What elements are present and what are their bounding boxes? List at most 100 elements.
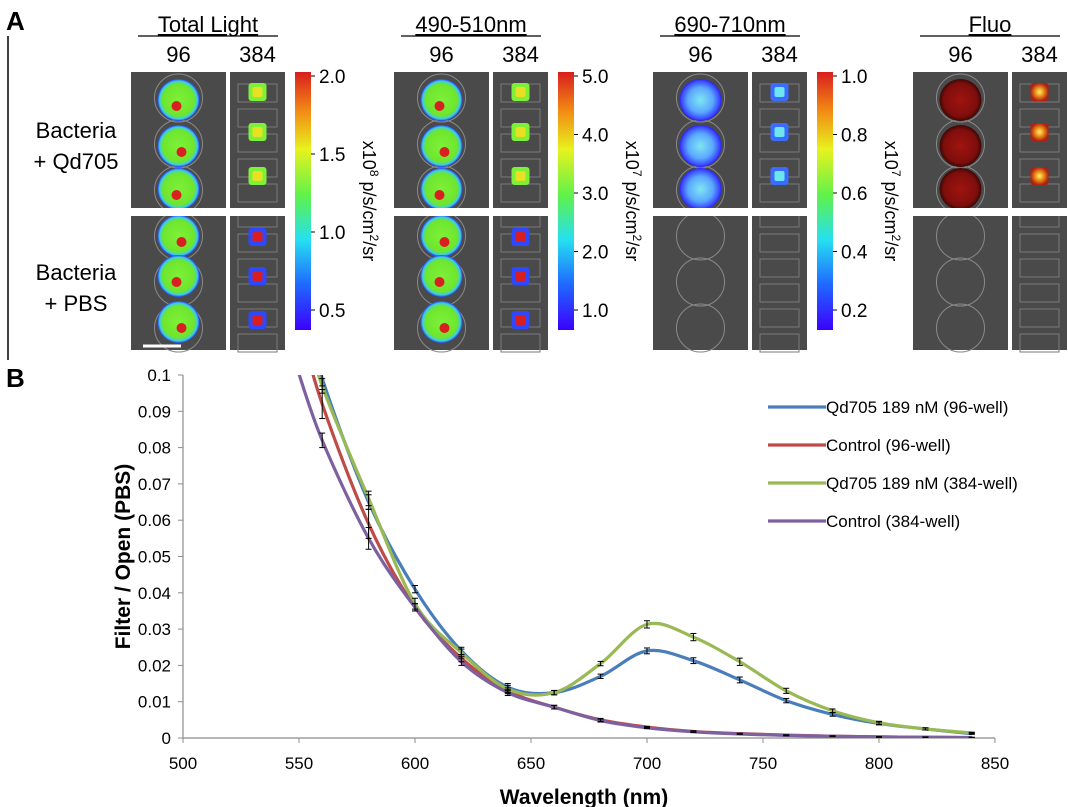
x-tick-label: 700 <box>633 754 661 773</box>
color-scale-tick-label: 1.5 <box>319 145 345 166</box>
error-bar <box>644 620 650 629</box>
error-bar <box>736 733 743 735</box>
signal-hotspot <box>171 190 182 200</box>
y-tick-label: 0.03 <box>138 620 171 639</box>
y-tick-label: 0 <box>162 729 171 748</box>
image-group-3: Fluo 96 384 <box>913 12 1067 353</box>
color-scale-tick-label: 1.0 <box>582 301 608 322</box>
color-scale-tick-label: 0.8 <box>841 126 867 147</box>
color-scale-unit: x108 p/s/cm2/sr <box>359 141 381 261</box>
color-scale-tick-label: 1.0 <box>841 67 867 88</box>
y-tick-label: 0.1 <box>147 366 171 385</box>
error-bar <box>968 736 975 738</box>
signal-hotspot <box>515 271 526 281</box>
well-outline <box>417 73 466 123</box>
signal-well-96 <box>157 125 200 167</box>
error-bar <box>829 708 836 714</box>
error-bar <box>783 687 790 694</box>
signal-hotspot <box>515 232 526 242</box>
x-tick-label: 500 <box>169 754 197 773</box>
error-bar <box>458 657 465 666</box>
well-outline <box>676 257 725 307</box>
plate-label-96: 96 <box>429 42 453 67</box>
error-bar <box>412 585 418 594</box>
error-bar <box>783 734 790 737</box>
error-bar <box>597 660 604 667</box>
signal-well-384 <box>1030 167 1049 185</box>
color-scale-tick-label: 2.0 <box>582 243 608 264</box>
y-axis-title: Filter / Open (PBS) <box>112 464 135 650</box>
panel-b-chart: B 0 0.01 0.02 0.03 0.04 0.05 0.06 0.07 0.08 0.09 0.… <box>6 363 1018 807</box>
group-title: 690-710nm <box>674 12 785 37</box>
y-tick-label: 0.04 <box>138 584 171 603</box>
error-bar <box>365 526 372 550</box>
series-line-3 <box>297 375 972 738</box>
error-bar <box>968 731 975 735</box>
signal-hotspot <box>439 323 450 333</box>
legend-item: Qd705 189 nM (96-well) <box>768 398 1008 417</box>
signal-hotspot <box>434 101 445 111</box>
color-scale-bar <box>558 72 574 330</box>
color-scale-tick-label: 0.5 <box>319 301 345 322</box>
signal-well-96 <box>679 168 722 210</box>
legend-item: Control (96-well) <box>768 436 951 455</box>
well-outline <box>500 333 541 353</box>
legend-item: Control (384-well) <box>768 512 960 531</box>
signal-well-96 <box>939 125 982 167</box>
signal-hotspot <box>774 171 785 181</box>
color-scale-tick-label: 0.4 <box>841 243 868 264</box>
error-bar <box>644 726 650 730</box>
image-group-0: Total Light 96 384 2.0 1.5 1.0 0.5 x108 p/s/cm2… <box>131 12 381 353</box>
error-bar <box>876 736 882 738</box>
signal-hotspot <box>434 277 445 287</box>
signal-hotspot <box>171 277 182 287</box>
y-tick-label: 0.07 <box>138 475 171 494</box>
group-separator <box>913 208 1067 216</box>
group-title: Total Light <box>158 12 258 37</box>
well-outline <box>936 73 985 123</box>
well-outline <box>759 333 800 353</box>
signal-hotspot <box>515 171 526 181</box>
panel-b-label: B <box>6 363 25 393</box>
well-outline <box>759 308 800 328</box>
plate-label-96: 96 <box>166 42 190 67</box>
color-scale-unit: x107 p/s/cm2/sr <box>622 141 644 261</box>
error-bar <box>597 718 604 723</box>
signal-hotspot <box>252 127 263 137</box>
y-tick-label: 0.05 <box>138 548 171 567</box>
group-separator <box>653 208 807 216</box>
signal-hotspot <box>176 237 187 247</box>
signal-hotspot <box>774 87 785 97</box>
x-tick-label: 750 <box>749 754 777 773</box>
y-tick-label: 0.09 <box>138 402 171 421</box>
error-bar <box>690 632 697 642</box>
legend-label: Qd705 189 nM (96-well) <box>826 398 1008 417</box>
signal-well-96 <box>939 168 982 210</box>
signal-well-384 <box>1030 123 1049 141</box>
legend-label: Qd705 189 nM (384-well) <box>826 474 1018 493</box>
error-bar <box>458 648 465 657</box>
signal-well-96 <box>679 79 722 121</box>
plate-label-384: 384 <box>1021 42 1058 67</box>
plot-area <box>297 375 975 738</box>
signal-hotspot <box>176 323 187 333</box>
signal-hotspot <box>434 190 445 200</box>
error-bar <box>690 657 697 665</box>
group-separator <box>131 208 285 216</box>
y-tick-label: 0.06 <box>138 511 171 530</box>
error-bar <box>690 730 697 734</box>
legend-item: Qd705 189 nM (384-well) <box>768 474 1018 493</box>
error-bar <box>319 432 326 449</box>
plate-label-384: 384 <box>761 42 798 67</box>
color-scale-tick-label: 5.0 <box>582 67 608 88</box>
signal-hotspot <box>439 147 450 157</box>
error-bar <box>736 676 743 684</box>
well-outline <box>1019 258 1060 278</box>
error-bar <box>922 727 929 731</box>
signal-well-96 <box>420 215 463 257</box>
image-group-2: 690-710nm 96 384 1.0 0.8 0.6 0.4 0.2 x107 p/s/cm… <box>653 12 903 353</box>
color-scale-tick-label: 0.2 <box>841 301 867 322</box>
panel-a-label: A <box>6 6 25 36</box>
signal-well-96 <box>157 255 200 297</box>
signal-hotspot <box>252 271 263 281</box>
